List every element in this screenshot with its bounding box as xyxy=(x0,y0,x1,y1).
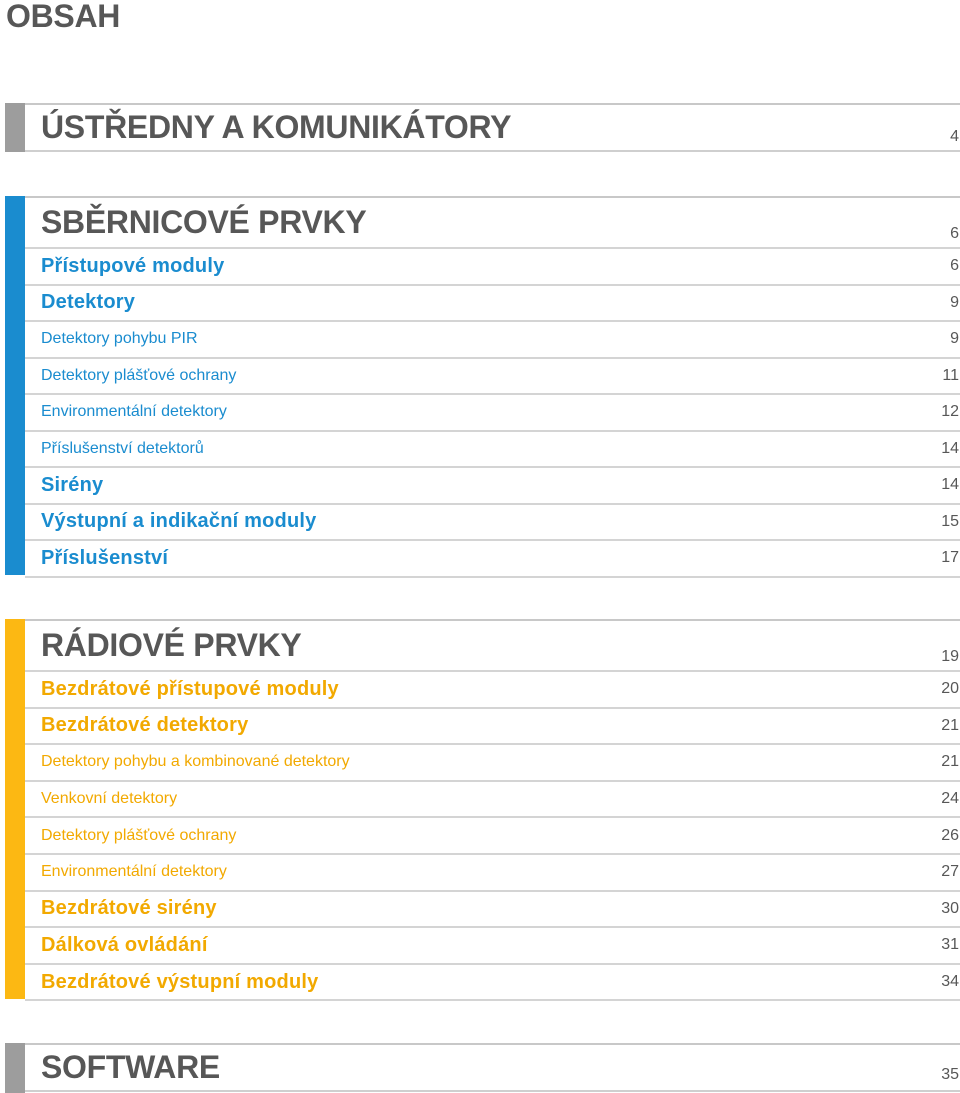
toc-entry-label: Environmentální detektory xyxy=(41,863,227,881)
toc-entry-label: Detektory pohybu a kombinované detektory xyxy=(41,753,350,771)
section-sbernicove: SBĚRNICOVÉ PRVKY 6 Přístupové moduly 6 D… xyxy=(5,196,960,578)
toc-entry[interactable]: Sirény 14 xyxy=(25,468,960,505)
toc-entry-label: Přístupové moduly xyxy=(41,254,225,277)
toc-page-number: 4 xyxy=(950,128,959,145)
section-color-bar xyxy=(5,1043,25,1093)
section-software: SOFTWARE 35 xyxy=(5,1043,960,1093)
toc-page-number: 17 xyxy=(941,549,959,567)
toc-subentry[interactable]: Environmentální detektory 12 xyxy=(25,395,960,432)
toc-heading-label: ÚSTŘEDNY A KOMUNIKÁTORY xyxy=(41,109,512,145)
toc-entry[interactable]: Bezdrátové přístupové moduly 20 xyxy=(25,672,960,709)
toc-subentry[interactable]: Venkovní detektory 24 xyxy=(25,782,960,819)
toc-page-number: 21 xyxy=(941,716,959,734)
toc-page-number: 14 xyxy=(941,439,959,457)
toc-subentry[interactable]: Detektory plášťové ochrany 11 xyxy=(25,359,960,395)
section-color-bar xyxy=(5,619,25,999)
toc-page-number: 21 xyxy=(941,753,959,771)
toc-subentry[interactable]: Environmentální detektory 27 xyxy=(25,855,960,892)
toc-page-number: 31 xyxy=(941,936,959,954)
toc-entry-label: Venkovní detektory xyxy=(41,790,178,808)
toc-entry-label: Detektory plášťové ochrany xyxy=(41,826,237,844)
toc-entry[interactable]: Výstupní a indikační moduly 15 xyxy=(25,505,960,541)
toc-entry-label: Bezdrátové sirény xyxy=(41,897,217,920)
toc-page-number: 20 xyxy=(941,680,959,698)
section-color-bar xyxy=(5,196,25,575)
section-radiove: RÁDIOVÉ PRVKY 19 Bezdrátové přístupové m… xyxy=(5,619,960,1002)
toc-entry-label: Detektory xyxy=(41,291,136,314)
toc-page-number: 24 xyxy=(941,790,959,808)
toc-heading-sbernicove[interactable]: SBĚRNICOVÉ PRVKY 6 xyxy=(25,198,960,249)
toc-entry-label: Sirény xyxy=(41,473,104,496)
toc-page-number: 9 xyxy=(950,330,959,348)
toc-entry[interactable]: Příslušenství 17 xyxy=(25,541,960,578)
toc-page-number: 19 xyxy=(941,648,959,665)
toc-entry-label: Detektory pohybu PIR xyxy=(41,330,198,348)
toc-entry[interactable]: Dálková ovládání 31 xyxy=(25,928,960,965)
toc-entry-label: Příslušenství xyxy=(41,546,169,569)
page-title: OBSAH xyxy=(6,0,121,34)
section-color-bar xyxy=(5,103,25,152)
toc-heading-label: SOFTWARE xyxy=(41,1049,220,1085)
toc-heading-label: SBĚRNICOVÉ PRVKY xyxy=(41,204,367,240)
toc-heading-radiove[interactable]: RÁDIOVÉ PRVKY 19 xyxy=(25,621,960,672)
toc-page-number: 27 xyxy=(941,863,959,881)
toc-subentry[interactable]: Detektory pohybu PIR 9 xyxy=(25,322,960,359)
toc-entry-label: Bezdrátové přístupové moduly xyxy=(41,677,339,700)
toc-heading-software[interactable]: SOFTWARE 35 xyxy=(25,1045,960,1092)
toc-page-number: 35 xyxy=(941,1066,959,1083)
toc-page-number: 15 xyxy=(941,512,959,530)
toc-entry[interactable]: Bezdrátové sirény 30 xyxy=(25,892,960,929)
toc-page-number: 12 xyxy=(941,403,959,421)
toc-entry-label: Bezdrátové detektory xyxy=(41,714,249,737)
toc-page-number: 34 xyxy=(941,973,959,991)
toc-entry[interactable]: Bezdrátové detektory 21 xyxy=(25,709,960,746)
toc-heading-label: RÁDIOVÉ PRVKY xyxy=(41,627,302,663)
toc-entry-label: Příslušenství detektorů xyxy=(41,439,204,457)
toc-entry-label: Výstupní a indikační moduly xyxy=(41,510,317,533)
toc-page-number: 11 xyxy=(942,366,959,384)
toc-page-number: 6 xyxy=(950,225,959,242)
toc-page-number: 6 xyxy=(950,257,959,275)
toc-entry[interactable]: Detektory 9 xyxy=(25,286,960,322)
toc-entry-label: Environmentální detektory xyxy=(41,403,227,421)
toc-entry-label: Bezdrátové výstupní moduly xyxy=(41,970,319,993)
toc-subentry[interactable]: Příslušenství detektorů 14 xyxy=(25,432,960,468)
toc-page-number: 9 xyxy=(950,293,959,311)
toc-entry[interactable]: Bezdrátové výstupní moduly 34 xyxy=(25,965,960,1002)
toc-entry-label: Detektory plášťové ochrany xyxy=(41,366,237,384)
toc-page-number: 14 xyxy=(941,476,959,494)
toc-entry-label: Dálková ovládání xyxy=(41,933,208,956)
toc-page-number: 30 xyxy=(941,899,959,917)
toc-page-number: 26 xyxy=(941,826,959,844)
toc-entry[interactable]: Přístupové moduly 6 xyxy=(25,249,960,286)
toc-heading-komunikatory[interactable]: ÚSTŘEDNY A KOMUNIKÁTORY 4 xyxy=(25,105,960,152)
section-komunikatory: ÚSTŘEDNY A KOMUNIKÁTORY 4 xyxy=(5,103,960,152)
toc-subentry[interactable]: Detektory plášťové ochrany 26 xyxy=(25,818,960,855)
toc-subentry[interactable]: Detektory pohybu a kombinované detektory… xyxy=(25,745,960,782)
